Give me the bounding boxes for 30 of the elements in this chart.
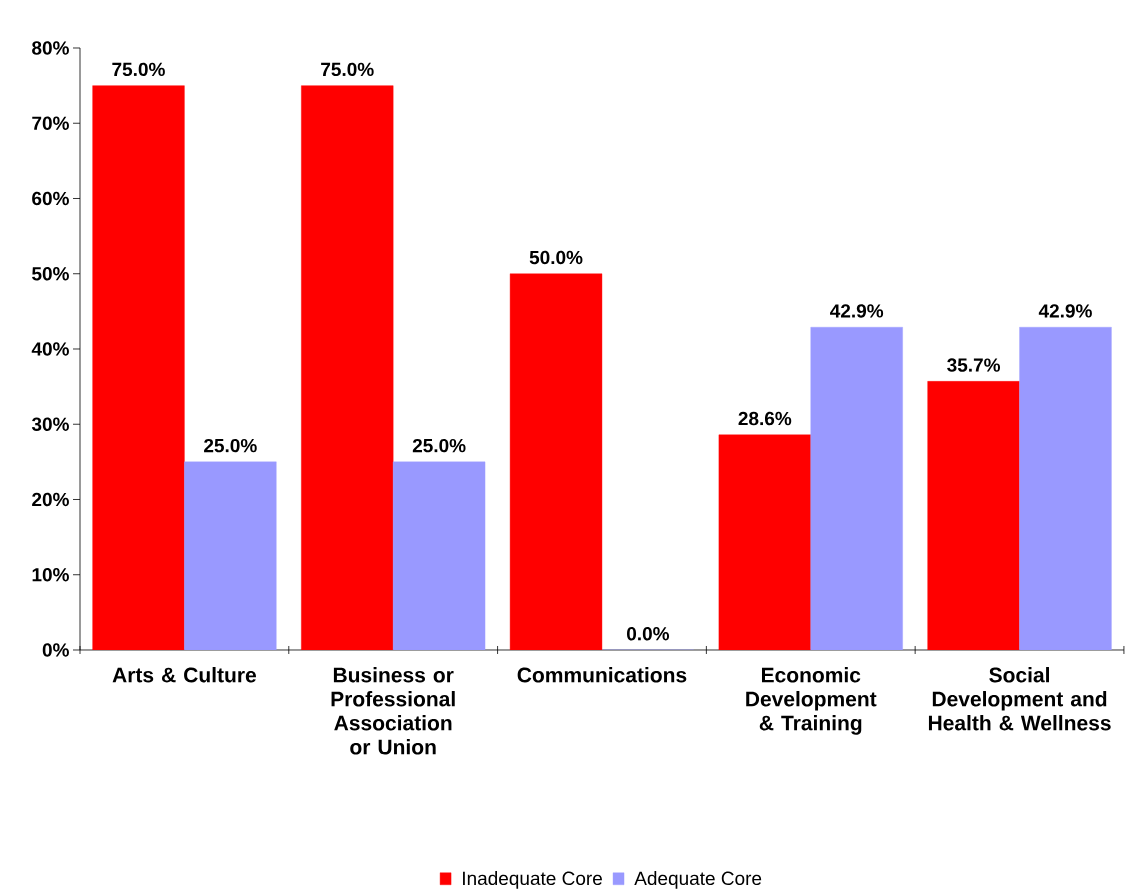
x-tick-label: Business or Professional Association or Union	[331, 667, 455, 755]
y-tick-label: 20%	[32, 492, 69, 507]
legend-label: Adequate Core	[634, 871, 762, 889]
data-label: 75.0%	[112, 62, 165, 77]
data-label: 42.9%	[830, 304, 884, 318]
x-tick-label: Social Development and Health & Wellness	[928, 667, 1111, 731]
y-tick-label: 0%	[42, 643, 69, 657]
data-label: 75.0%	[321, 62, 374, 77]
y-tick-label: 80%	[32, 41, 69, 55]
data-label: 25.0%	[412, 438, 466, 453]
y-tick-label: 60%	[32, 191, 69, 206]
data-label: 42.9%	[1038, 304, 1092, 318]
y-tick-label: 30%	[31, 417, 69, 431]
data-label: 25.0%	[204, 438, 257, 453]
x-tick-label: Economic Development & Training	[746, 667, 877, 735]
x-tick-label: Arts & Culture	[112, 667, 256, 683]
data-label: 28.6%	[738, 411, 792, 426]
data-label: 50.0%	[529, 250, 583, 265]
bar	[184, 461, 277, 650]
bar	[392, 461, 486, 650]
bar	[810, 326, 903, 650]
bar	[1019, 326, 1112, 650]
data-label: 35.7%	[947, 358, 1001, 372]
y-tick-label: 50%	[32, 267, 69, 281]
y-tick-label: 70%	[32, 116, 69, 130]
data-label: 0.0%	[627, 627, 670, 641]
legend-label: Inadequate Core	[463, 871, 602, 889]
y-tick-label: 10%	[32, 568, 69, 582]
x-tick-label: Communications	[517, 667, 687, 683]
y-tick-label: 40%	[31, 342, 69, 356]
